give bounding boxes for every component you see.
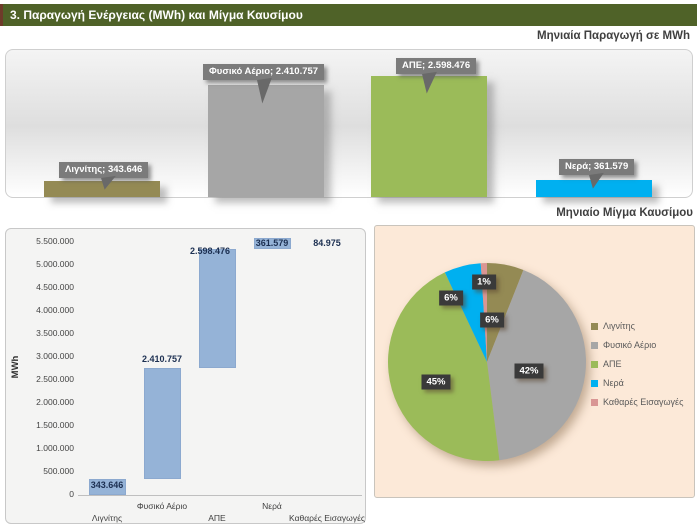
waterfall-x-label-4: Καθαρές Εισαγωγές	[289, 513, 365, 523]
waterfall-bar-2	[199, 248, 236, 369]
pie-pct-label-0: 6%	[480, 312, 504, 328]
waterfall-data-label-4: 84.975	[313, 238, 341, 248]
waterfall-x-label-0: Λιγνίτης	[91, 513, 123, 523]
waterfall-y-tick: 2.500.000	[36, 374, 74, 384]
callout-pointer-icon	[589, 172, 606, 189]
legend-item-3: Νερά	[591, 377, 624, 389]
legend-item-1: Φυσικό Αέριο	[591, 339, 656, 351]
production-bar-1	[208, 85, 324, 197]
fuel-mix-chart-title: Μηνιαίο Μίγμα Καυσίμου	[556, 207, 693, 219]
waterfall-y-tick: 0	[69, 489, 74, 499]
waterfall-x-label-3: Νερά	[262, 501, 282, 511]
waterfall-y-tick: 4.500.000	[36, 282, 74, 292]
production-chart-title: Μηνιαία Παραγωγή σε MWh	[537, 30, 690, 42]
production-chart-panel: Λιγνίτης; 343.646 Φυσικό Αέριο; 2.410.757…	[5, 49, 693, 198]
legend-label: Καθαρές Εισαγωγές	[603, 397, 684, 407]
production-data-callout-3: Νερά; 361.579	[559, 159, 635, 189]
waterfall-bar-1	[144, 368, 181, 480]
waterfall-y-tick: 5.500.000	[36, 236, 74, 246]
waterfall-y-tick: 2.000.000	[36, 397, 74, 407]
legend-swatch-icon	[591, 341, 598, 349]
waterfall-data-label-1: 2.410.757	[141, 354, 183, 364]
waterfall-data-label-0: 343.646	[90, 480, 124, 490]
legend-label: ΑΠΕ	[603, 359, 622, 369]
production-data-callout-0: Λιγνίτης; 343.646	[59, 162, 149, 190]
legend-label: Λιγνίτης	[603, 321, 635, 331]
production-data-callout-2: ΑΠΕ; 2.598.476	[396, 58, 477, 94]
callout-pointer-icon	[257, 77, 276, 104]
callout-pointer-icon	[422, 71, 440, 94]
legend-item-4: Καθαρές Εισαγωγές	[591, 396, 683, 408]
section-header-title: 3. Παραγωγή Ενέργειας (MWh) και Μίγμα Κα…	[10, 8, 303, 22]
production-data-callout-1: Φυσικό Αέριο; 2.410.757	[203, 64, 325, 104]
legend-swatch-icon	[591, 360, 598, 368]
pie-slice-0	[487, 263, 524, 362]
legend-label: Φυσικό Αέριο	[603, 340, 657, 350]
pie-pct-label-2: 45%	[421, 374, 451, 390]
fuel-mix-chart-panel: 6% 42% 45% 6% 1% Λιγνίτης Φυσικό Αέριο ΑΠΕ Νερά Κ…	[374, 225, 695, 498]
waterfall-y-tick: 3.500.000	[36, 328, 74, 338]
waterfall-y-tick: 1.000.000	[36, 443, 74, 453]
waterfall-bar-3	[254, 238, 291, 249]
legend-label: Νερά	[603, 378, 624, 388]
waterfall-data-label-3: 361.579	[255, 238, 289, 248]
waterfall-x-label-1: Φυσικό Αέριο	[136, 501, 188, 511]
legend-swatch-icon	[591, 379, 598, 387]
legend-swatch-icon	[591, 398, 598, 406]
waterfall-data-label-2: 2.598.476	[189, 246, 231, 256]
production-bar-2	[371, 76, 487, 197]
pie-pct-label-3: 6%	[439, 290, 463, 306]
waterfall-y-tick: 3.000.000	[36, 351, 74, 361]
header-accent-strip	[0, 4, 3, 26]
waterfall-y-tick: 1.500.000	[36, 420, 74, 430]
fuel-mix-pie	[387, 263, 587, 462]
callout-pointer-icon	[101, 175, 118, 190]
legend-item-0: Λιγνίτης	[591, 320, 635, 332]
production-bar-3	[536, 180, 652, 197]
waterfall-x-label-2: ΑΠΕ	[208, 513, 226, 523]
waterfall-chart-panel: MWh 0 500.000 1.000.000 1.500.000 2.000.000 2…	[5, 228, 366, 524]
waterfall-y-tick: 500.000	[43, 466, 74, 476]
waterfall-bar-0	[89, 479, 126, 495]
pie-pct-label-1: 42%	[514, 363, 544, 379]
production-bar-0	[44, 181, 160, 197]
waterfall-y-tick: 4.000.000	[36, 305, 74, 315]
section-header: 3. Παραγωγή Ενέργειας (MWh) και Μίγμα Κα…	[3, 4, 697, 26]
legend-item-2: ΑΠΕ	[591, 358, 622, 370]
legend-swatch-icon	[591, 322, 598, 330]
pie-slice-2	[387, 272, 500, 462]
pie-pct-label-4: 1%	[472, 274, 496, 290]
waterfall-x-axis-line	[78, 495, 362, 496]
waterfall-y-tick: 5.000.000	[36, 259, 74, 269]
